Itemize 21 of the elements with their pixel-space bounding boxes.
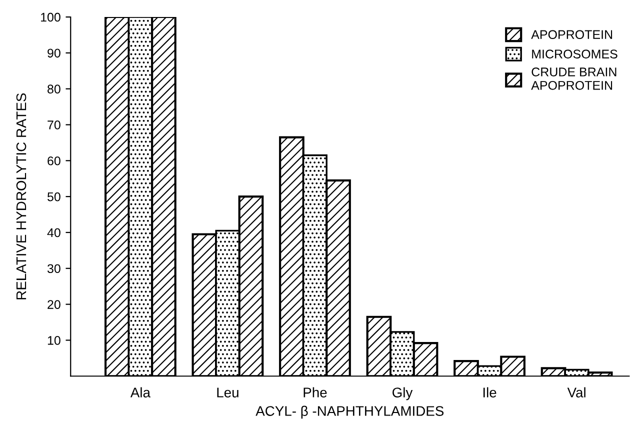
y-tick-label: 70: [48, 120, 60, 130]
legend-label: APOPROTEIN: [531, 30, 612, 39]
x-tick-label: Gly: [392, 387, 413, 400]
y-tick-label: 60: [48, 156, 60, 166]
x-tick-label: Ala: [130, 387, 150, 398]
y-tick-label: 30: [47, 264, 60, 274]
y-tick-label: 80: [48, 84, 60, 94]
y-tick-label: 100: [40, 12, 60, 22]
x-tick-label: Leu: [217, 388, 238, 398]
x-tick-label: Val: [567, 387, 586, 398]
y-tick-label: 40: [47, 228, 60, 238]
legend-label: CRUDE BRAIN APOPROTEIN: [531, 68, 616, 90]
x-tick-label: Phe: [304, 387, 327, 398]
x-axis-title: ACYL- β -NAPHTHYLAMIDES: [256, 406, 444, 419]
y-tick-label: 10: [48, 336, 60, 345]
y-axis-title: RELATIVE HYDROLYTIC RATES: [16, 93, 26, 300]
y-tick-label: 90: [48, 48, 60, 58]
y-tick-label: 50: [47, 192, 60, 202]
legend-label: MICROSOMES: [532, 50, 618, 58]
x-tick-label: Ile: [483, 387, 496, 398]
y-tick-label: 20: [48, 300, 60, 309]
